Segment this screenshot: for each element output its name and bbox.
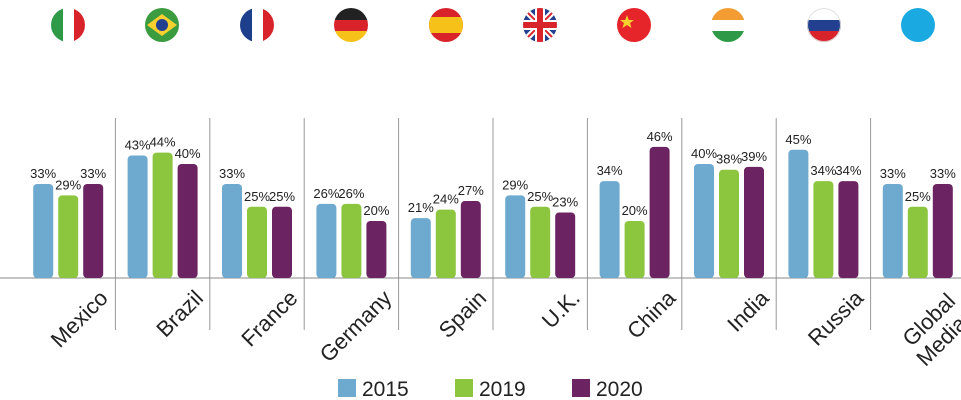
legend-swatch	[455, 379, 473, 397]
legend-label: 2015	[362, 378, 409, 400]
flag-russia	[807, 8, 841, 42]
value-label: 26%	[338, 186, 364, 201]
bar	[719, 169, 739, 278]
value-label: 25%	[905, 189, 931, 204]
flag-india	[711, 8, 745, 42]
value-label: 29%	[55, 177, 81, 192]
value-label: 45%	[785, 132, 811, 147]
bar	[744, 166, 764, 278]
flag-mexico	[51, 8, 85, 42]
bar	[505, 195, 526, 278]
value-label: 20%	[622, 203, 648, 218]
value-label: 25%	[244, 189, 270, 204]
legend-label: 2019	[479, 378, 526, 400]
flag-china	[617, 8, 651, 42]
value-label: 34%	[597, 163, 623, 178]
bar	[555, 212, 576, 278]
value-label: 23%	[552, 194, 578, 209]
flag-brazil	[145, 8, 179, 42]
bar	[530, 206, 551, 278]
value-label: 46%	[647, 129, 673, 144]
bar	[599, 181, 620, 278]
bar	[341, 203, 362, 278]
value-label: 20%	[363, 203, 389, 218]
flag-germany	[334, 8, 368, 42]
value-label: 38%	[716, 152, 742, 167]
value-label: 33%	[930, 166, 956, 181]
bar	[247, 206, 267, 278]
legend-label: 2020	[596, 378, 643, 400]
bar	[788, 149, 809, 278]
bar	[177, 164, 198, 278]
value-label: 21%	[408, 200, 434, 215]
bar	[649, 146, 670, 278]
flag-spain	[429, 8, 463, 42]
bar	[435, 209, 456, 278]
bar	[58, 195, 79, 278]
value-label: 33%	[30, 166, 56, 181]
bar	[838, 181, 859, 278]
value-label: 40%	[691, 146, 717, 161]
bar	[33, 183, 54, 278]
value-label: 34%	[835, 163, 861, 178]
value-label: 40%	[175, 146, 201, 161]
value-label: 33%	[80, 166, 106, 181]
value-label: 29%	[502, 177, 528, 192]
legend-swatch	[338, 379, 356, 397]
bar	[316, 203, 337, 278]
bar	[410, 218, 431, 278]
bar	[694, 164, 714, 278]
value-label: 26%	[313, 186, 339, 201]
value-label: 27%	[458, 183, 484, 198]
value-label: 25%	[269, 189, 295, 204]
bar	[366, 221, 387, 278]
legend-swatch	[572, 379, 590, 397]
flags	[51, 8, 935, 42]
value-label: 34%	[810, 163, 836, 178]
flag-france	[240, 8, 274, 42]
value-label: 43%	[125, 137, 151, 152]
bar	[460, 201, 481, 278]
bar	[882, 183, 903, 278]
bar	[127, 155, 148, 278]
bar	[272, 206, 292, 278]
bar	[932, 183, 953, 278]
bar	[907, 206, 928, 278]
value-label: 44%	[150, 135, 176, 150]
value-label: 39%	[741, 149, 767, 164]
value-label: 33%	[219, 166, 245, 181]
flag-uk	[523, 8, 557, 42]
value-label: 25%	[527, 189, 553, 204]
bar	[152, 152, 173, 278]
bar	[222, 183, 242, 278]
value-label: 33%	[880, 166, 906, 181]
bar	[624, 221, 645, 278]
flag-global	[901, 8, 935, 42]
bar	[813, 181, 834, 278]
bar	[83, 183, 104, 278]
value-label: 24%	[433, 192, 459, 207]
